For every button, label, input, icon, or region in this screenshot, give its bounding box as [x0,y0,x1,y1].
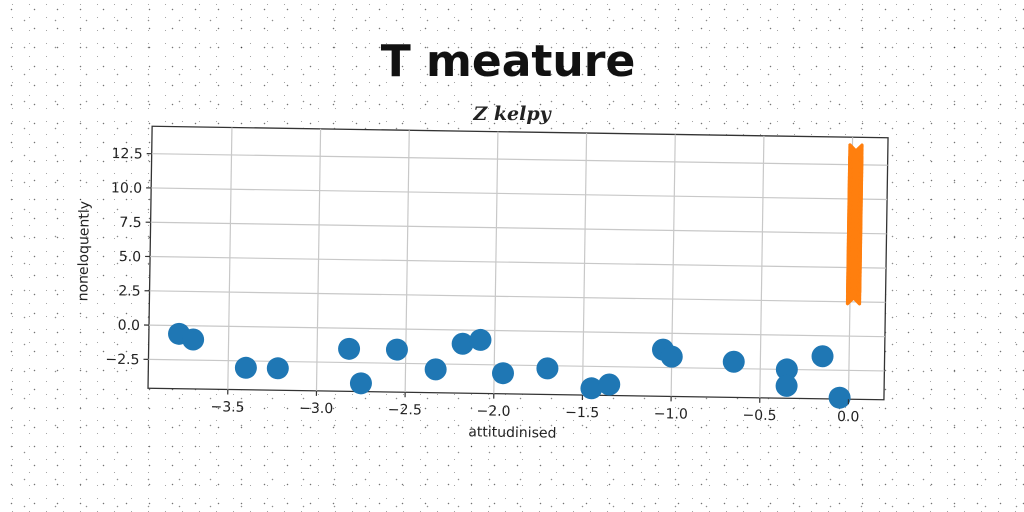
y-tick-label: 0.0 [118,318,141,334]
x-tick-label: −2.5 [388,402,422,419]
y-grid-line [149,324,885,338]
y-axis-ticks: −2.5 0.0 2.5 5.0 7.5 10.0 12.5 [105,146,152,369]
cross-marker [848,143,864,159]
scatter-point [580,377,603,400]
y-tick-label: 10.0 [111,180,142,196]
scatter-point [451,332,474,355]
y-tick-label: 5.0 [119,249,142,265]
x-tick-label: 0.0 [837,409,860,425]
scatter-point [234,356,257,379]
x-grid-line [759,135,765,398]
y-tick-label: 12.5 [111,146,142,162]
y-tick-label: 2.5 [118,283,141,299]
scatter-point [349,372,372,395]
chart-subtitle: Z kelpy [472,103,552,125]
x-tick-label: −3.5 [210,399,244,416]
scatter-point [424,358,447,381]
scatter-point [811,345,834,368]
x-axis-ticks: −3.5 −3.0 −2.5 −2.0 −1.5 −1.0 −0.5 0.0 [210,389,859,425]
y-axis-label: noneloquently [75,201,93,302]
y-grid-line [150,255,887,269]
scatter-point [491,362,514,385]
scatter-point [598,373,621,396]
scatter-point [182,328,205,351]
x-tick-label: −2.0 [476,403,510,420]
x-grid-line [493,131,499,394]
y-grid-line [149,290,886,303]
scatter-point [722,350,745,373]
scatter-point [385,338,408,361]
y-grid-line [151,187,888,201]
scatter-point [775,358,798,381]
x-grid-line [315,128,322,391]
scatter-point [469,328,492,351]
y-grid-line [151,153,888,166]
x-grid-line [227,127,233,390]
series-blue-circles [168,322,851,409]
x-grid-line [581,133,588,396]
x-tick-label: −3.0 [299,401,333,418]
chart-title: T meature [381,36,636,87]
scatter-point [828,386,851,409]
x-tick-label: −1.5 [565,405,599,422]
y-tick-label: −2.5 [105,352,139,369]
y-grid-line [150,221,887,235]
scatter-point [338,337,361,360]
grid-lines [148,127,888,400]
scatter-point [536,357,559,380]
plot-area: −3.5 −3.0 −2.5 −2.0 −1.5 −1.0 −0.5 0.0 −2.5 0.0 2… [75,125,889,442]
x-axis-label: attitudinised [468,424,556,441]
scatter-point [660,345,683,368]
plot-frame [147,125,889,401]
series-orange-crosses [845,143,864,306]
x-tick-label: −1.0 [654,406,688,423]
scatter-point [266,357,289,380]
x-tick-label: −0.5 [742,408,776,425]
y-tick-label: 7.5 [119,215,142,231]
scatter-point [775,374,798,397]
